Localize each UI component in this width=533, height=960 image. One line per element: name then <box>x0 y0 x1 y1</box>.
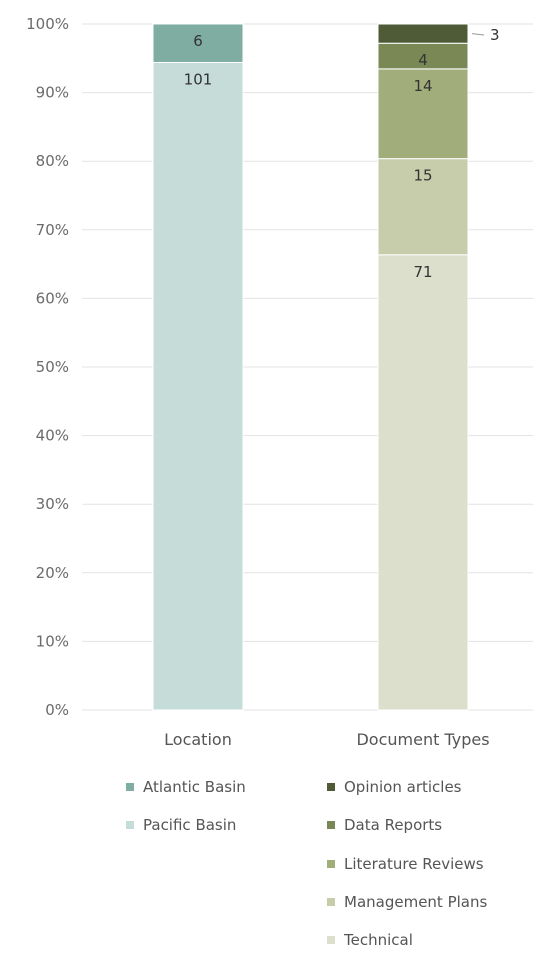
legend-label: Data Reports <box>344 816 443 834</box>
data-labels: 101 6 71 15 14 4 3 <box>184 26 500 281</box>
legend-item-management-plans: Management Plans <box>327 893 487 911</box>
legend-swatch <box>327 821 335 829</box>
leader-line <box>471 33 485 36</box>
bar-segment-pacific-basin <box>152 61 244 711</box>
legend-swatch <box>327 898 335 906</box>
x-axis-category-labels: Location Document Types <box>164 730 489 749</box>
y-tick-label: 0% <box>45 701 69 719</box>
legend-label: Pacific Basin <box>143 816 237 834</box>
x-category-label: Location <box>164 730 232 749</box>
data-label-management-plans: 15 <box>413 167 432 185</box>
bar-segment-literature-reviews <box>377 68 469 160</box>
data-label-atlantic-basin: 6 <box>193 32 203 50</box>
legend-item-literature-reviews: Literature Reviews <box>327 855 484 873</box>
data-label-opinion-articles: 3 <box>490 26 500 44</box>
y-tick-label: 90% <box>36 84 69 102</box>
data-label-literature-reviews: 14 <box>413 77 432 95</box>
legend-label: Opinion articles <box>344 778 462 796</box>
y-tick-label: 80% <box>36 152 69 170</box>
y-tick-label: 100% <box>26 15 69 33</box>
legend-item-opinion-articles: Opinion articles <box>327 778 462 796</box>
legend-label: Literature Reviews <box>344 855 484 873</box>
legend-swatch <box>327 936 335 944</box>
y-tick-label: 10% <box>36 632 69 650</box>
legend-swatch <box>126 783 134 791</box>
y-tick-label: 50% <box>36 358 69 376</box>
data-label-data-reports: 4 <box>418 51 428 69</box>
y-tick-label: 20% <box>36 564 69 582</box>
legend-item-pacific-basin: Pacific Basin <box>126 816 236 834</box>
legend: Atlantic Basin Pacific Basin Opinion art… <box>0 770 533 960</box>
legend-swatch <box>126 821 134 829</box>
legend-swatch <box>327 783 335 791</box>
y-tick-label: 40% <box>36 427 69 445</box>
legend-item-atlantic-basin: Atlantic Basin <box>126 778 246 796</box>
bars <box>152 23 469 711</box>
bar-segment-atlantic-basin <box>152 23 244 63</box>
x-category-label: Document Types <box>356 730 489 749</box>
data-label-technical: 71 <box>413 263 432 281</box>
y-tick-label: 70% <box>36 221 69 239</box>
data-label-pacific-basin: 101 <box>184 70 213 88</box>
legend-item-data-reports: Data Reports <box>327 816 442 834</box>
y-axis-tick-labels: 0% 10% 20% 30% 40% 50% 60% 70% 80% 90% 100% <box>26 15 69 719</box>
y-tick-label: 30% <box>36 495 69 513</box>
bar-segment-opinion-articles <box>377 23 469 44</box>
stacked-percent-bar-chart: 0% 10% 20% 30% 40% 50% 60% 70% 80% 90% 100% 101 6 71… <box>26 15 533 749</box>
legend-label: Technical <box>344 931 413 949</box>
legend-label: Management Plans <box>344 893 488 911</box>
legend-swatch <box>327 860 335 868</box>
legend-item-technical: Technical <box>327 931 413 949</box>
legend-label: Atlantic Basin <box>143 778 246 796</box>
bar-segment-technical <box>377 254 469 711</box>
y-tick-label: 60% <box>36 289 69 307</box>
bar-segment-management-plans <box>377 158 469 256</box>
